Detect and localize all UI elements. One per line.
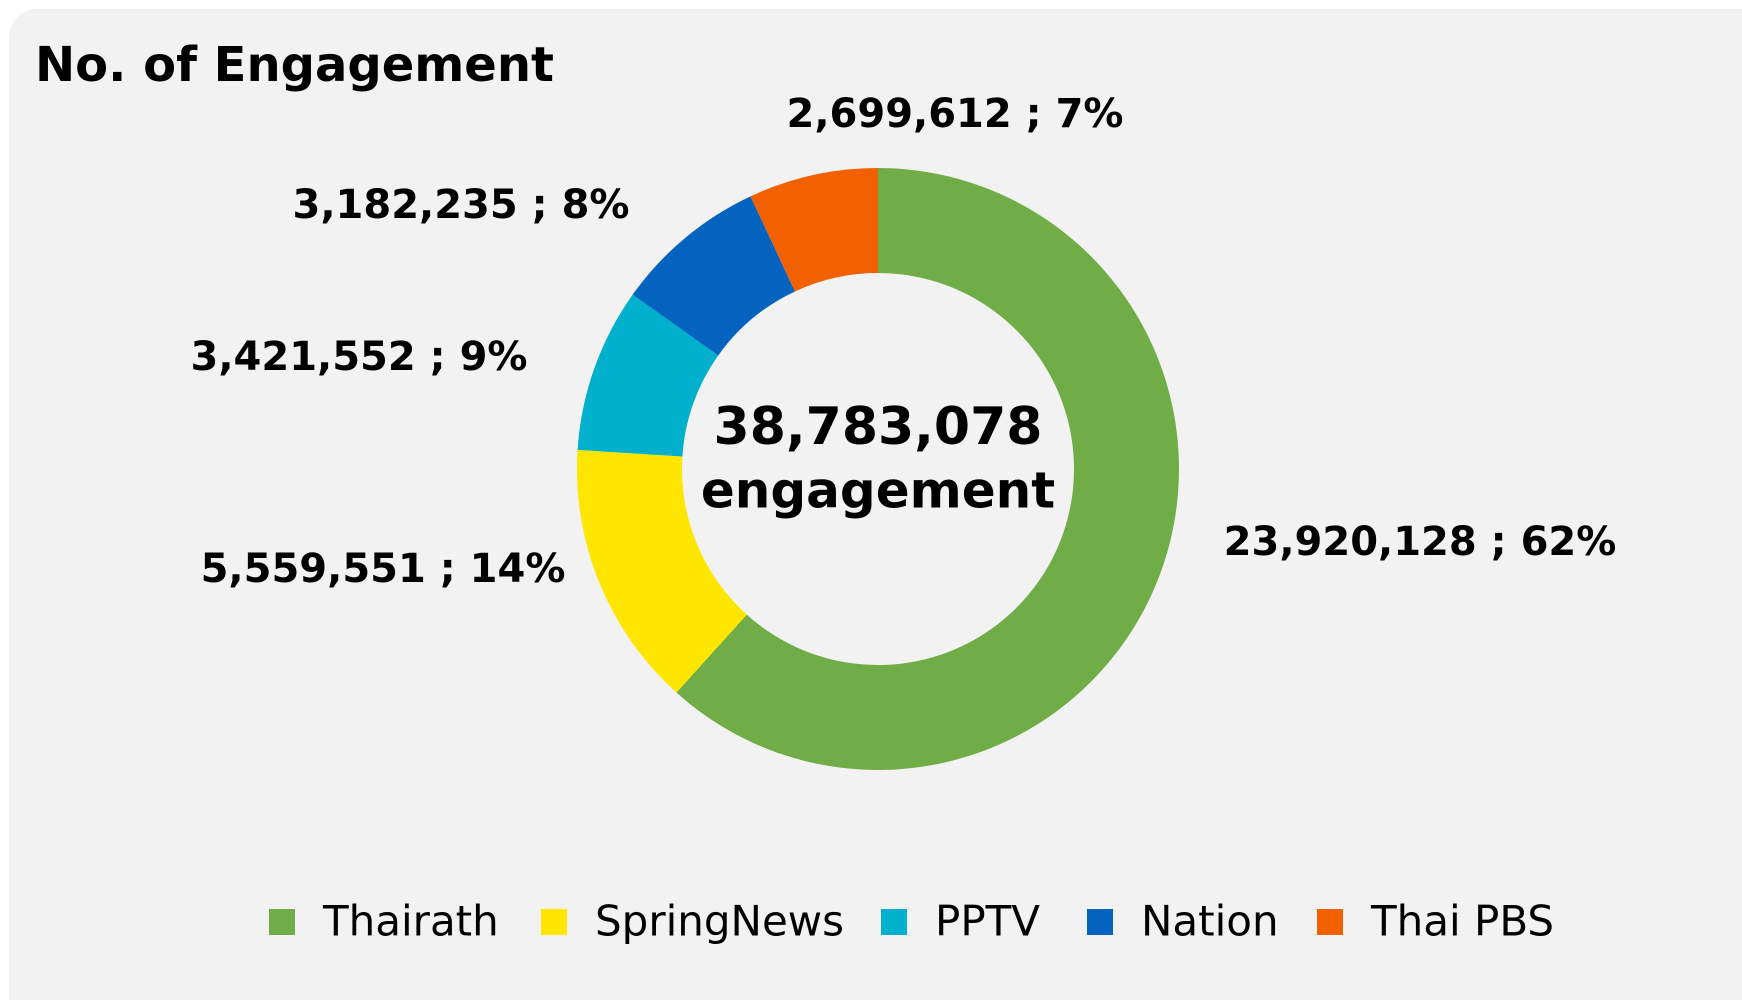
center-total: 38,783,078: [714, 397, 1043, 457]
legend-label: SpringNews: [595, 897, 844, 946]
legend-label: Thai PBS: [1370, 897, 1554, 946]
donut-slice: [577, 294, 719, 457]
legend-swatch: [881, 909, 907, 935]
center-caption: engagement: [701, 462, 1055, 520]
donut-slice: [632, 196, 795, 356]
data-label: 3,421,552 ; 9%: [191, 334, 528, 380]
legend-swatch: [541, 909, 567, 935]
card: [9, 9, 1742, 1000]
data-label: 23,920,128 ; 62%: [1224, 519, 1617, 565]
data-label: 2,699,612 ; 7%: [787, 91, 1124, 137]
legend-label: Thairath: [322, 897, 499, 946]
legend-swatch: [1087, 909, 1113, 935]
legend-swatch: [269, 909, 295, 935]
data-label: 3,182,235 ; 8%: [293, 182, 630, 228]
legend-swatch: [1317, 909, 1343, 935]
legend-label: Nation: [1141, 897, 1279, 946]
donut-slice: [577, 449, 747, 693]
legend-label: PPTV: [935, 897, 1040, 946]
chart-title: No. of Engagement: [35, 37, 554, 93]
donut-slice: [750, 168, 878, 292]
donut-slice: [676, 168, 1179, 771]
data-label: 5,559,551 ; 14%: [201, 546, 566, 592]
